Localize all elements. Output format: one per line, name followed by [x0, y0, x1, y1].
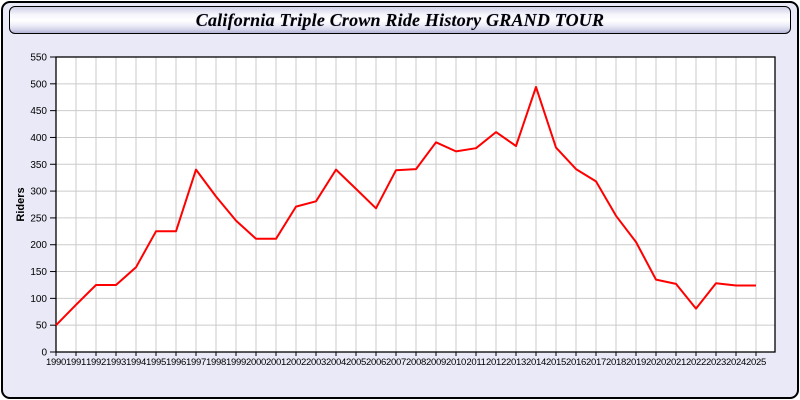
- x-tick-label: 1992: [86, 357, 106, 368]
- x-tick-label: 2015: [546, 357, 566, 368]
- x-tick-label: 1993: [106, 357, 126, 368]
- x-tick-label: 2017: [586, 357, 606, 368]
- x-tick-label: 2025: [746, 357, 766, 368]
- x-tick-label: 1998: [206, 357, 226, 368]
- y-tick-label: 300: [30, 187, 47, 198]
- x-tick-label: 2006: [366, 357, 386, 368]
- x-tick-label: 1995: [146, 357, 166, 368]
- x-tick-label: 2007: [386, 357, 406, 368]
- x-tick-label: 1994: [126, 357, 146, 368]
- x-tick-label: 2018: [606, 357, 626, 368]
- y-tick-label: 50: [36, 321, 48, 332]
- x-tick-label: 1990: [46, 357, 66, 368]
- x-tick-label: 1997: [186, 357, 206, 368]
- x-tick-label: 2005: [346, 357, 366, 368]
- x-tick-label: 2008: [406, 357, 426, 368]
- x-tick-label: 2020: [646, 357, 666, 368]
- x-tick-label: 2022: [686, 357, 706, 368]
- y-tick-label: 450: [30, 106, 47, 117]
- y-tick-label: 150: [30, 267, 47, 278]
- axis-ticks: [50, 56, 757, 356]
- x-tick-label: 2024: [726, 357, 746, 368]
- y-tick-label: 400: [30, 133, 47, 144]
- x-tick-label: 2009: [426, 357, 446, 368]
- y-tick-label: 250: [30, 213, 47, 224]
- x-tick-label: 1991: [66, 357, 86, 368]
- chart-title: California Triple Crown Ride History GRA…: [195, 10, 605, 30]
- y-tick-label: 550: [30, 53, 47, 64]
- x-tick-label: 1996: [166, 357, 186, 368]
- x-tick-label: 2011: [466, 357, 485, 368]
- x-tick-label: 2010: [446, 357, 466, 368]
- x-tick-label: 2004: [326, 357, 346, 368]
- x-tick-label: 2019: [626, 357, 646, 368]
- x-tick-label: 2013: [506, 357, 526, 368]
- x-tick-label: 1999: [226, 357, 246, 368]
- x-tick-label: 2000: [246, 357, 266, 368]
- y-axis-title: Riders: [15, 187, 27, 221]
- x-tick-label: 2021: [666, 357, 686, 368]
- x-tick-label: 2001: [266, 357, 286, 368]
- data-line-riders: [55, 86, 756, 326]
- x-tick-label: 2016: [566, 357, 586, 368]
- y-tick-label: 500: [30, 79, 47, 90]
- y-tick-label: 200: [30, 240, 47, 251]
- x-tick-label: 2014: [526, 357, 546, 368]
- y-tick-label: 0: [41, 348, 47, 359]
- x-tick-label: 2012: [486, 357, 506, 368]
- x-tick-label: 2003: [306, 357, 326, 368]
- title-bar: California Triple Crown Ride History GRA…: [9, 6, 791, 34]
- y-tick-label: 100: [30, 294, 47, 305]
- grid-lines: [56, 57, 775, 352]
- y-tick-label: 350: [30, 160, 47, 171]
- y-axis-labels: 0 50 100 150 200 250 300 350 400 450 500 550: [30, 53, 47, 359]
- x-axis-labels: 1990 1991 1992 1993 1994 1995 1996 1997 1998 1999…: [46, 357, 766, 368]
- x-tick-label: 2002: [286, 357, 306, 368]
- x-tick-label: 2023: [706, 357, 726, 368]
